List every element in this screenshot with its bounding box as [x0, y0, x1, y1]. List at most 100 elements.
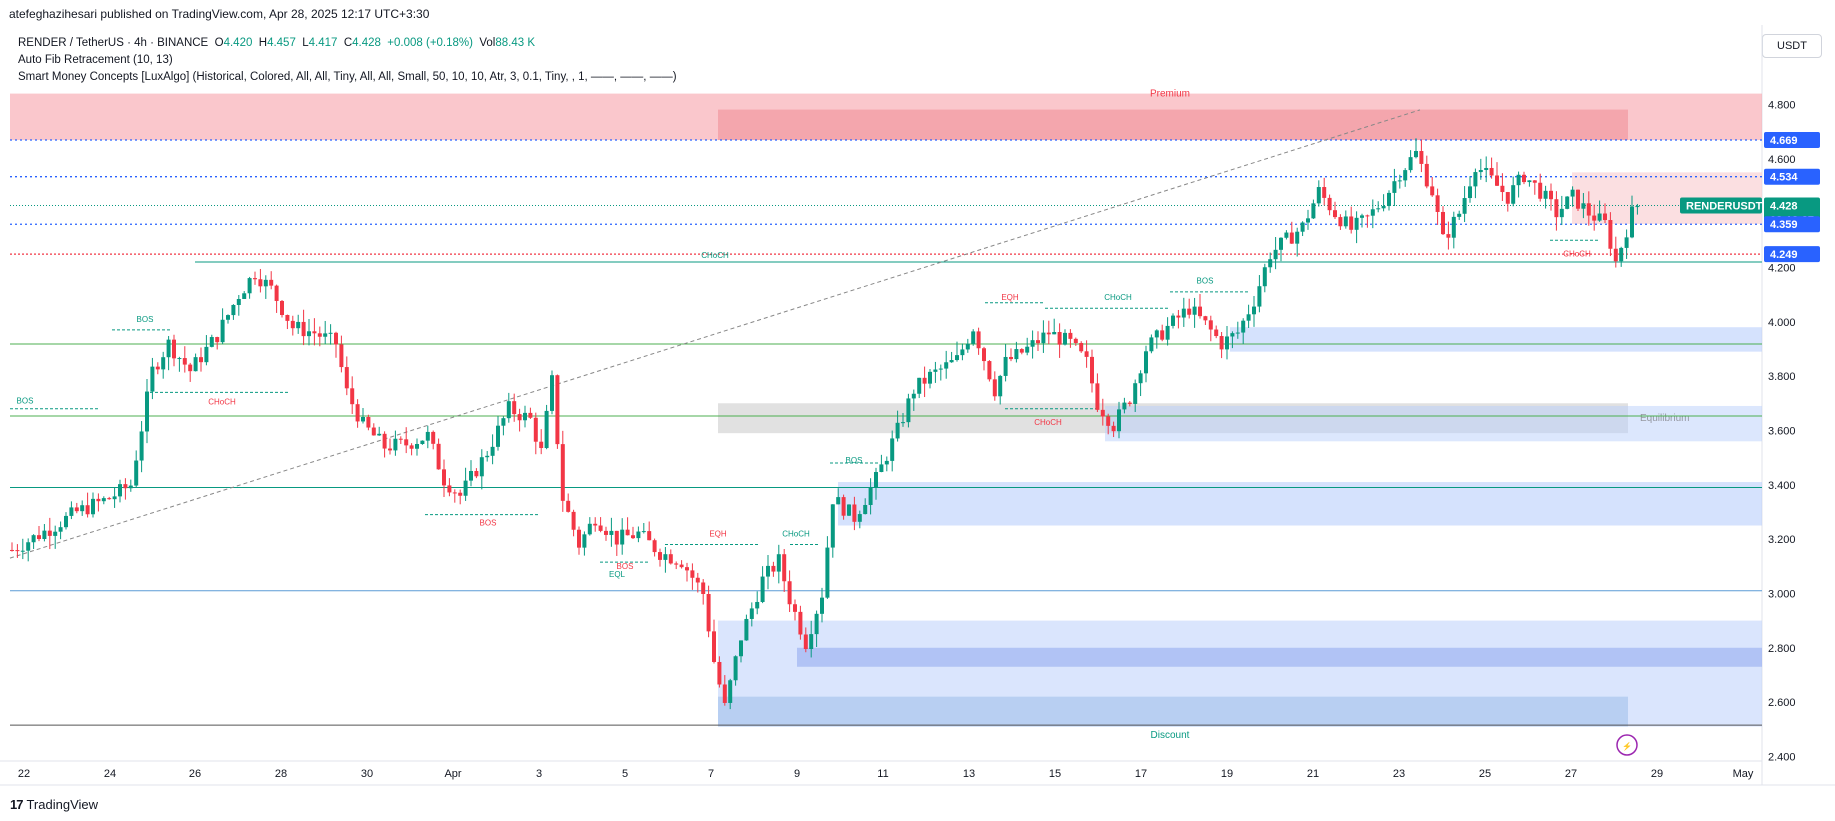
- candle: [1619, 247, 1624, 262]
- candle: [566, 500, 571, 512]
- currency-button[interactable]: USDT: [1762, 34, 1822, 58]
- candle: [47, 530, 52, 536]
- candle: [172, 339, 176, 359]
- candle: [604, 530, 608, 535]
- candle: [1570, 189, 1575, 197]
- candle: [1192, 306, 1197, 315]
- candle: [847, 504, 851, 516]
- price-label: 4.359: [1770, 219, 1798, 231]
- candle: [425, 431, 430, 441]
- price-label: 4.428: [1770, 201, 1798, 213]
- candle: [1624, 237, 1629, 248]
- price-tick: 4.000: [1768, 317, 1796, 329]
- tradingview-logo-icon: 17: [10, 797, 24, 812]
- time-tick: 29: [1651, 768, 1663, 780]
- candle: [317, 333, 322, 337]
- candle: [1165, 325, 1170, 340]
- candle: [107, 498, 112, 500]
- candle: [236, 299, 241, 305]
- time-tick: 17: [1135, 768, 1147, 780]
- candle: [193, 357, 198, 372]
- candle: [1036, 340, 1040, 344]
- candle: [1219, 336, 1224, 350]
- candle: [1203, 316, 1208, 321]
- candle: [1354, 217, 1359, 230]
- candle: [663, 554, 668, 560]
- candle: [631, 535, 635, 539]
- candle: [587, 523, 592, 535]
- candle: [998, 375, 1003, 397]
- structure-label: BOS: [480, 519, 497, 528]
- candle: [1592, 215, 1597, 221]
- candle: [182, 358, 187, 365]
- structure-label: CHoCH: [1563, 250, 1591, 259]
- time-tick: 23: [1393, 768, 1405, 780]
- candle: [971, 331, 976, 344]
- candle: [922, 377, 927, 384]
- pair-title[interactable]: RENDER / TetherUS · 4h · BINANCE: [18, 37, 209, 49]
- candle: [874, 472, 878, 488]
- candle: [1532, 180, 1537, 183]
- candle: [836, 497, 841, 505]
- candle: [814, 613, 819, 635]
- candle: [463, 480, 468, 496]
- candle: [1041, 332, 1046, 344]
- candle: [80, 505, 85, 512]
- candle: [280, 300, 284, 315]
- candle: [1597, 213, 1602, 221]
- candle: [533, 417, 538, 442]
- candle: [841, 497, 846, 516]
- candle: [1268, 259, 1273, 268]
- candle: [469, 470, 473, 481]
- structure-label: BOS: [617, 562, 634, 571]
- candle: [598, 525, 603, 531]
- candle: [296, 321, 301, 329]
- alert-glyph: ⚡: [1622, 741, 1632, 751]
- candle: [188, 364, 193, 372]
- candle: [938, 368, 943, 370]
- candle: [949, 360, 954, 363]
- candle: [744, 618, 749, 641]
- indicator-fib[interactable]: Auto Fib Retracement (10, 13): [18, 54, 173, 66]
- candle: [96, 498, 101, 502]
- candle: [1127, 402, 1132, 404]
- candle: [1300, 222, 1305, 232]
- time-tick: Apr: [444, 768, 461, 780]
- candle: [544, 410, 549, 449]
- candle: [1435, 195, 1440, 212]
- candle: [344, 367, 349, 389]
- candle: [1225, 336, 1229, 350]
- candle: [625, 529, 630, 536]
- candle: [436, 443, 441, 470]
- candle: [1160, 330, 1165, 340]
- candle: [307, 331, 311, 337]
- candle: [722, 684, 727, 703]
- candle: [690, 570, 695, 578]
- candle: [1500, 185, 1505, 193]
- candle: [485, 455, 490, 458]
- candle: [404, 439, 409, 446]
- candle: [830, 504, 835, 548]
- candle: [458, 492, 463, 496]
- candle: [749, 608, 754, 619]
- candle: [895, 422, 900, 439]
- candle: [852, 504, 857, 522]
- price-label-bg: [1764, 246, 1820, 263]
- time-tick: May: [1733, 768, 1754, 780]
- equilibrium-label: Equilibrium: [1640, 413, 1689, 424]
- time-tick: 19: [1221, 768, 1233, 780]
- candle: [361, 417, 365, 422]
- candle: [53, 531, 58, 536]
- candle: [177, 358, 182, 360]
- volume-value: 88.43 K: [495, 37, 536, 49]
- candle: [1424, 163, 1429, 187]
- structure-label: BOS: [846, 456, 863, 465]
- candle: [415, 444, 419, 449]
- structure-label: BOS: [17, 396, 34, 405]
- candle: [1478, 170, 1483, 173]
- candle: [328, 332, 333, 334]
- candle: [1343, 216, 1348, 227]
- candle: [1090, 356, 1094, 384]
- indicator-smc[interactable]: Smart Money Concepts [LuxAlgo] (Historic…: [18, 71, 677, 83]
